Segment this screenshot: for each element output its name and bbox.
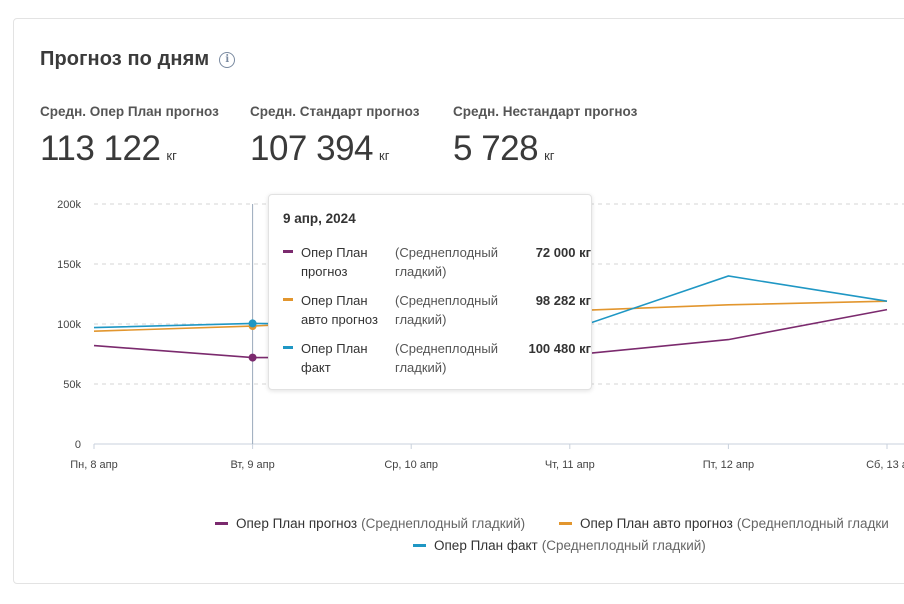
kpi-label: Средн. Стандарт прогноз (250, 104, 420, 119)
kpi-oper-plan: Средн. Опер План прогноз 113 122 кг (40, 104, 219, 169)
y-tick-label: 50k (63, 379, 81, 391)
legend-sub: (Среднеплодный гладкий) (541, 538, 706, 553)
kpi-standard: Средн. Стандарт прогноз 107 394 кг (250, 104, 419, 169)
legend-label: Опер План прогноз (236, 516, 358, 531)
x-tick-label: Сб, 13 а (866, 459, 904, 471)
y-tick-label: 200k (57, 199, 81, 211)
tooltip-date: 9 апр, 2024 (283, 211, 356, 226)
tooltip-swatch (283, 298, 293, 301)
series-point-2 (248, 319, 257, 328)
legend-sub: (Среднеплодный гладки (736, 516, 889, 531)
legend-swatch (413, 544, 426, 547)
tooltip-swatch (283, 346, 293, 349)
tooltip-series-name: Опер План прогноз (301, 245, 368, 279)
y-tick-label: 100k (57, 319, 81, 331)
x-tick-label: Пн, 8 апр (70, 459, 117, 471)
tooltip-series-sub: (Среднеплодный гладкий) (395, 293, 498, 327)
x-tick-label: Ср, 10 апр (384, 459, 438, 471)
legend-swatch (559, 522, 572, 525)
y-tick-label: 150k (57, 259, 81, 271)
tooltip-swatch (283, 250, 293, 253)
y-tick-label: 0 (75, 439, 81, 451)
kpi-label: Средн. Опер План прогноз (40, 104, 219, 119)
tooltip-series-value: 72 000 кг (535, 245, 591, 260)
legend-sub: (Среднеплодный гладкий) (361, 516, 526, 531)
chart-tooltip: 9 апр, 2024 Опер План прогноз (Среднепло… (268, 194, 592, 390)
kpi-label: Средн. Нестандарт прогноз (453, 104, 638, 119)
x-tick-label: Чт, 11 апр (545, 459, 595, 471)
kpi-unit: кг (379, 148, 390, 163)
title-row: Прогноз по дням i (40, 48, 236, 71)
info-icon[interactable]: i (219, 51, 236, 68)
tooltip-series-name: Опер План авто прогноз (301, 293, 378, 327)
x-tick-label: Вт, 9 апр (230, 459, 274, 471)
kpi-nonstandard: Средн. Нестандарт прогноз 5 728 кг (453, 104, 637, 169)
legend-item-oper-plan[interactable]: Опер План прогноз (Среднеплодный гладкий… (215, 516, 525, 531)
series-point-0 (248, 353, 257, 362)
x-tick-label: Пт, 12 апр (703, 459, 754, 471)
page-title: Прогноз по дням (40, 48, 210, 70)
kpi-value: 5 728 (453, 129, 539, 168)
legend-item-auto-forecast[interactable]: Опер План авто прогноз (Среднеплодный гл… (559, 516, 889, 531)
kpi-unit: кг (544, 148, 555, 163)
kpi-value: 113 122 (40, 129, 161, 168)
legend-swatch (215, 522, 228, 525)
kpi-value: 107 394 (250, 129, 374, 168)
kpi-unit: кг (166, 148, 177, 163)
tooltip-series-sub: (Среднеплодный гладкий) (395, 341, 498, 375)
tooltip-series-value: 98 282 кг (535, 293, 591, 308)
tooltip-series-sub: (Среднеплодный гладкий) (395, 245, 498, 279)
legend-item-fact[interactable]: Опер План факт (Среднеплодный гладкий) (413, 538, 706, 553)
tooltip-series-name: Опер План факт (301, 341, 368, 375)
tooltip-series-value: 100 480 кг (528, 341, 591, 356)
legend-label: Опер План факт (434, 538, 538, 553)
legend-label: Опер План авто прогноз (580, 516, 733, 531)
